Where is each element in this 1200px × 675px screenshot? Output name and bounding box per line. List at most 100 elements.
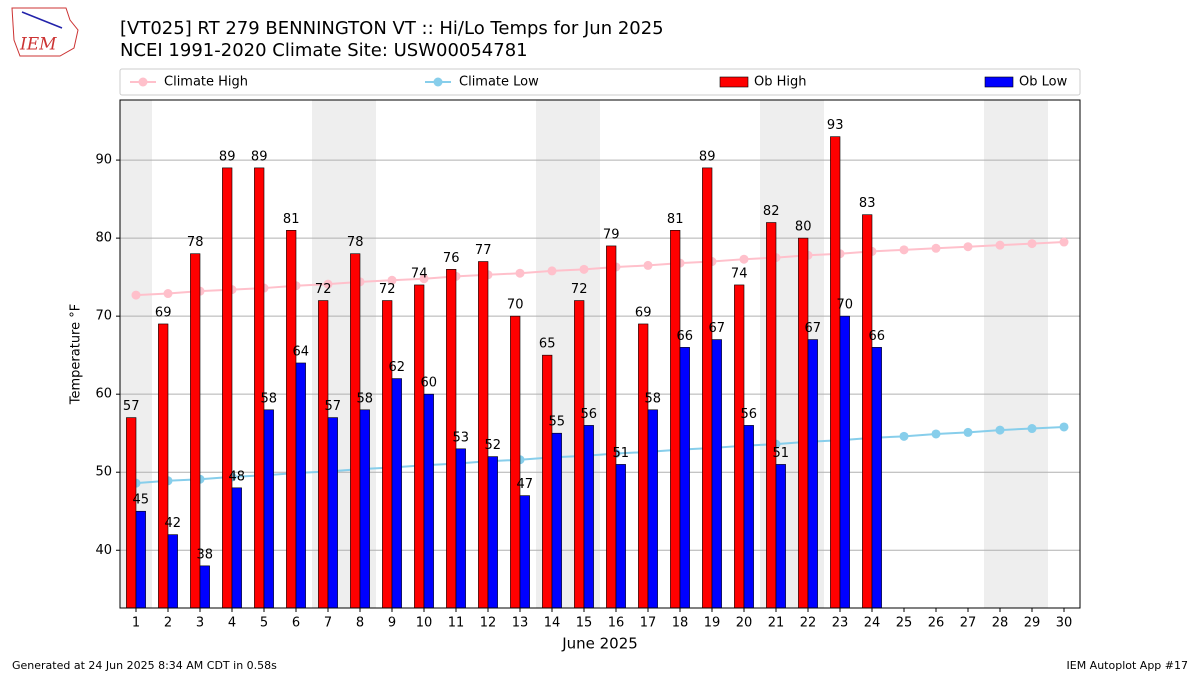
data-label: 78 [187, 235, 204, 250]
data-label: 57 [123, 399, 140, 414]
line-marker [1027, 239, 1037, 249]
legend-label: Ob High [754, 75, 807, 90]
x-tick-label: 6 [292, 616, 300, 631]
data-label: 69 [635, 305, 652, 320]
x-tick-label: 20 [736, 616, 753, 631]
bar [830, 136, 841, 609]
data-label: 81 [667, 212, 684, 227]
bar [167, 534, 178, 609]
bar [743, 425, 754, 609]
line-marker [419, 274, 429, 284]
line-marker [931, 429, 941, 439]
data-label: 58 [645, 391, 662, 406]
y-tick-label: 60 [95, 387, 112, 402]
data-label: 72 [571, 282, 588, 297]
data-label: 89 [251, 149, 268, 164]
bar [615, 464, 626, 609]
data-label: 66 [677, 329, 694, 344]
x-tick-label: 17 [640, 616, 657, 631]
legend-swatch [984, 76, 1014, 88]
data-label: 57 [325, 399, 342, 414]
data-label: 67 [709, 321, 726, 336]
line-marker [1059, 237, 1069, 247]
bar [766, 222, 777, 609]
data-label: 82 [763, 204, 780, 219]
bar [231, 487, 242, 609]
data-label: 52 [485, 438, 502, 453]
legend-label: Ob Low [1019, 75, 1068, 90]
data-label: 76 [443, 251, 460, 266]
bar [679, 347, 690, 609]
data-label: 81 [283, 212, 300, 227]
x-tick-label: 19 [704, 616, 721, 631]
data-label: 60 [421, 376, 438, 391]
bar [702, 167, 713, 609]
bar [734, 284, 745, 609]
data-label: 56 [741, 407, 758, 422]
bar [510, 315, 521, 609]
x-tick-label: 14 [544, 616, 561, 631]
data-label: 78 [347, 235, 364, 250]
data-label: 51 [773, 446, 790, 461]
x-tick-label: 21 [768, 616, 785, 631]
y-axis-label: Temperature °F [69, 304, 84, 405]
data-label: 58 [261, 391, 278, 406]
line-marker [547, 266, 557, 276]
plot-frame [119, 99, 1081, 609]
legend-box [119, 68, 1081, 96]
logo-text: IEM [19, 35, 57, 55]
data-label: 77 [475, 243, 492, 258]
data-label: 53 [453, 430, 470, 445]
bar [382, 300, 393, 609]
chart-title: [VT025] RT 279 BENNINGTON VT :: Hi/Lo Te… [120, 18, 664, 39]
bar [222, 167, 233, 609]
data-label: 56 [581, 407, 598, 422]
logo: IEM [11, 7, 79, 57]
x-tick-label: 1 [132, 616, 140, 631]
x-tick-label: 12 [480, 616, 497, 631]
data-label: 66 [869, 329, 886, 344]
bar [711, 339, 722, 609]
data-label: 64 [293, 344, 310, 359]
data-label: 67 [805, 321, 822, 336]
x-axis-label: June 2025 [561, 635, 638, 653]
line-marker [963, 427, 973, 437]
bar [542, 354, 553, 609]
x-tick-label: 2 [164, 616, 172, 631]
x-tick-label: 30 [1056, 616, 1073, 631]
data-label: 38 [197, 547, 214, 562]
data-label: 48 [229, 469, 246, 484]
data-label: 51 [613, 446, 630, 461]
x-tick-label: 24 [864, 616, 881, 631]
bar [254, 167, 265, 609]
bar [359, 409, 370, 609]
x-tick-label: 13 [512, 616, 529, 631]
data-label: 72 [315, 282, 332, 297]
x-tick-label: 11 [448, 616, 465, 631]
line-marker [995, 425, 1005, 435]
y-tick-label: 50 [95, 465, 112, 480]
line-marker [163, 289, 173, 299]
data-label: 42 [165, 516, 182, 531]
y-tick-label: 70 [95, 309, 112, 324]
bar [350, 253, 361, 609]
bar [391, 378, 402, 609]
x-tick-label: 9 [388, 616, 396, 631]
logo-outline [11, 7, 79, 57]
line-marker [643, 260, 653, 270]
x-tick-label: 29 [1024, 616, 1041, 631]
x-tick-label: 22 [800, 616, 817, 631]
x-tick-label: 28 [992, 616, 1009, 631]
data-label: 93 [827, 118, 844, 133]
x-tick-label: 8 [356, 616, 364, 631]
line-marker [739, 254, 749, 264]
line-marker [899, 431, 909, 441]
bar [327, 417, 338, 609]
bar [583, 425, 594, 609]
bar [647, 409, 658, 609]
bar [519, 495, 530, 609]
bar [286, 230, 297, 609]
x-tick-label: 5 [260, 616, 268, 631]
bar [798, 237, 809, 609]
